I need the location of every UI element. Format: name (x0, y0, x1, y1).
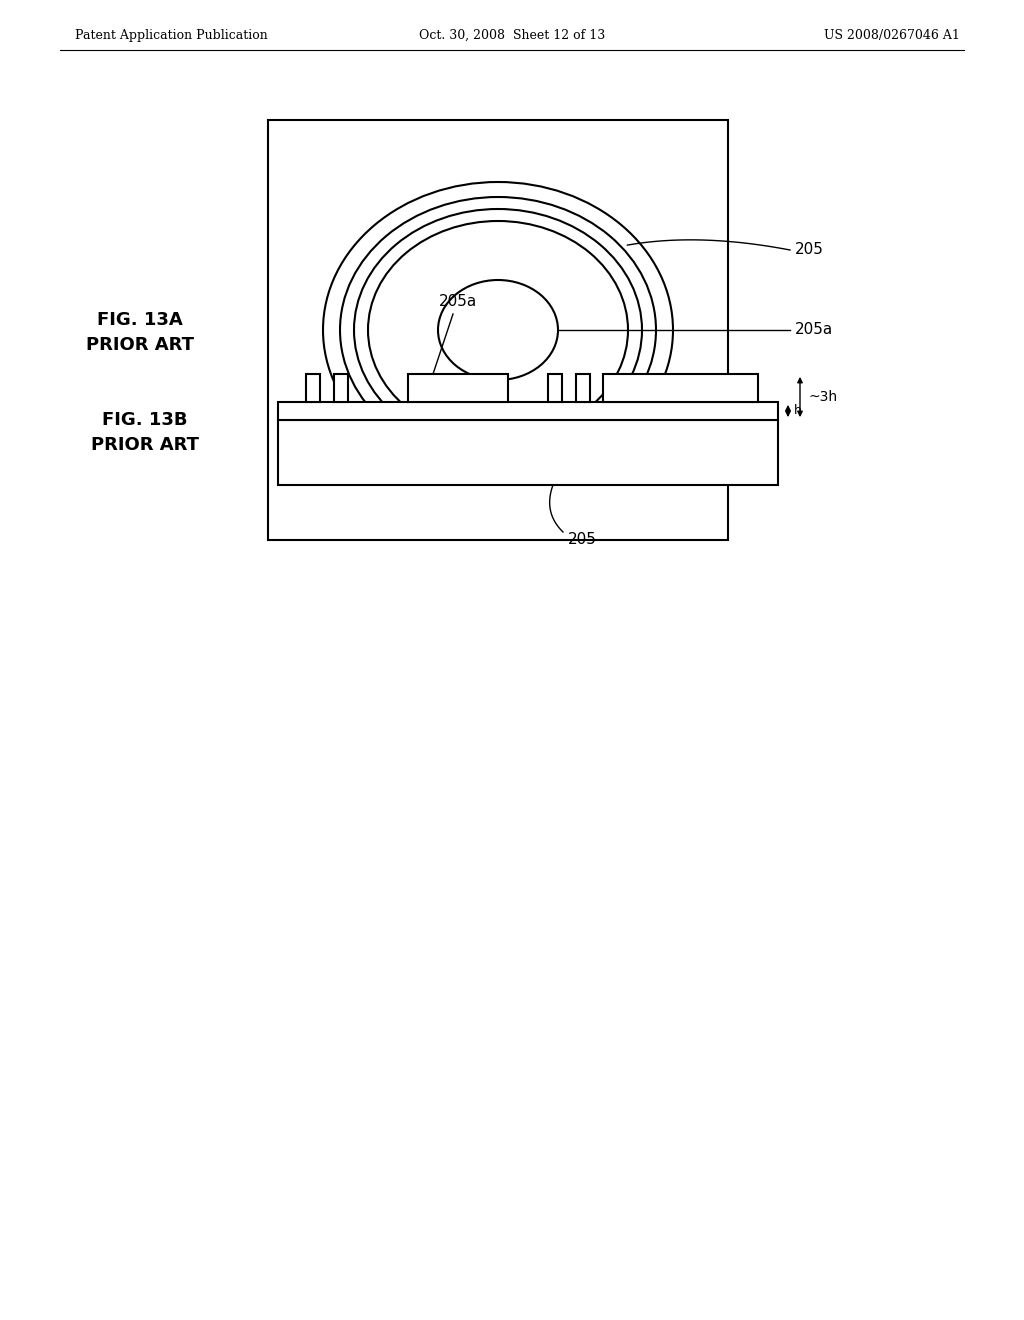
Bar (575, 374, 590, 403)
Text: 205a: 205a (439, 294, 477, 309)
Bar (268, 120, 728, 540)
Bar (278, 403, 778, 420)
Text: Oct. 30, 2008  Sheet 12 of 13: Oct. 30, 2008 Sheet 12 of 13 (419, 29, 605, 41)
Text: FIG. 13A: FIG. 13A (97, 312, 183, 329)
Text: 205a: 205a (795, 322, 834, 338)
Bar (548, 374, 562, 403)
Text: 205: 205 (568, 532, 597, 548)
Bar (278, 420, 778, 484)
Text: FIG. 13B: FIG. 13B (102, 411, 187, 429)
Text: h: h (794, 404, 802, 417)
Text: 205: 205 (795, 243, 824, 257)
Text: US 2008/0267046 A1: US 2008/0267046 A1 (824, 29, 961, 41)
Text: PRIOR ART: PRIOR ART (86, 337, 194, 354)
Text: PRIOR ART: PRIOR ART (91, 436, 199, 454)
Bar (306, 374, 319, 403)
Bar (334, 374, 348, 403)
Text: ~3h: ~3h (808, 389, 838, 404)
Bar (408, 374, 508, 403)
Text: Patent Application Publication: Patent Application Publication (75, 29, 267, 41)
Bar (603, 374, 758, 403)
